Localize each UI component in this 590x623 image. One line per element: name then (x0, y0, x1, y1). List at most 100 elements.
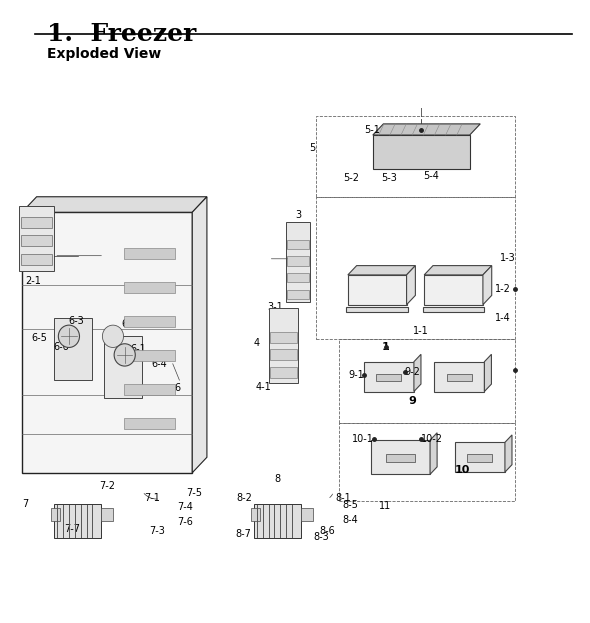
Text: 10: 10 (455, 465, 470, 475)
Bar (124, 384, 175, 395)
Text: 5-1: 5-1 (363, 125, 379, 135)
Bar (287, 240, 309, 249)
Text: Exploded View: Exploded View (47, 47, 162, 60)
Bar (339, 423, 515, 501)
Text: 7-5: 7-5 (186, 488, 202, 498)
Text: 4-1: 4-1 (255, 382, 271, 392)
Text: 5-2: 5-2 (343, 173, 359, 183)
Bar (339, 340, 515, 423)
Polygon shape (348, 265, 415, 275)
Polygon shape (22, 197, 207, 212)
Text: 7-7: 7-7 (64, 523, 80, 534)
Bar (251, 508, 260, 520)
Polygon shape (407, 265, 415, 305)
Text: 5-4: 5-4 (423, 171, 439, 181)
Bar (422, 308, 484, 312)
Polygon shape (484, 354, 491, 391)
Text: 6: 6 (175, 383, 181, 393)
Bar (21, 235, 53, 246)
Text: 2-1: 2-1 (26, 275, 42, 285)
Bar (287, 290, 309, 299)
Text: 1-2: 1-2 (494, 284, 510, 294)
Polygon shape (483, 265, 491, 305)
Polygon shape (373, 124, 480, 135)
Bar (21, 254, 53, 265)
Bar (124, 247, 175, 259)
Text: 7-2: 7-2 (99, 482, 114, 492)
Bar (364, 362, 414, 391)
Text: 6-4: 6-4 (152, 359, 168, 369)
Text: 3: 3 (295, 211, 301, 221)
Bar (101, 508, 113, 520)
Bar (54, 318, 93, 380)
Bar (270, 367, 297, 378)
Text: 8-7: 8-7 (235, 529, 251, 539)
Text: 3-1: 3-1 (267, 302, 283, 312)
Text: 4: 4 (254, 338, 260, 348)
Bar (124, 282, 175, 293)
Bar (54, 504, 101, 538)
Bar (51, 508, 60, 520)
Bar (254, 504, 301, 538)
Bar (447, 374, 472, 381)
Bar (287, 273, 309, 282)
Bar (424, 275, 483, 305)
Text: 8-6: 8-6 (319, 526, 335, 536)
Text: 6-2: 6-2 (122, 319, 137, 329)
Text: 7-6: 7-6 (178, 518, 194, 528)
Circle shape (114, 344, 135, 366)
Text: 6-6: 6-6 (53, 342, 69, 352)
Polygon shape (192, 197, 207, 473)
Text: 8-3: 8-3 (313, 532, 329, 542)
Bar (286, 222, 310, 302)
Bar (21, 217, 53, 228)
Text: 10-2: 10-2 (421, 434, 443, 444)
Bar (434, 362, 484, 391)
Bar (268, 308, 298, 383)
Circle shape (58, 325, 80, 348)
Text: |: | (420, 108, 422, 117)
Bar (124, 350, 175, 361)
Bar (287, 256, 309, 265)
Bar (455, 442, 505, 472)
Text: 11: 11 (379, 502, 391, 511)
Text: 7-3: 7-3 (149, 526, 165, 536)
Polygon shape (430, 433, 437, 474)
Bar (386, 454, 415, 462)
Text: 6-5: 6-5 (31, 333, 47, 343)
Text: 9-1: 9-1 (349, 371, 364, 381)
Text: 1: 1 (382, 342, 390, 352)
Text: 1.  Freezer: 1. Freezer (47, 22, 196, 46)
Text: 5: 5 (309, 143, 316, 153)
Text: 9-2: 9-2 (405, 367, 421, 377)
Bar (19, 206, 54, 271)
Text: 5-3: 5-3 (381, 173, 397, 183)
Text: 1-4: 1-4 (494, 313, 510, 323)
Bar (104, 336, 142, 398)
Bar (316, 116, 515, 197)
Text: 8: 8 (274, 474, 280, 484)
Bar (270, 332, 297, 343)
Text: 8-1: 8-1 (336, 493, 351, 503)
Polygon shape (424, 265, 491, 275)
Bar (22, 212, 192, 473)
Bar (316, 197, 515, 340)
Bar (373, 135, 470, 169)
Text: 7-4: 7-4 (178, 502, 194, 512)
Text: 2: 2 (31, 236, 37, 246)
Text: 10-1: 10-1 (352, 434, 374, 444)
Text: 7-1: 7-1 (145, 493, 160, 503)
Text: 1-1: 1-1 (414, 326, 429, 336)
Text: 6-3: 6-3 (68, 316, 84, 326)
Bar (348, 275, 407, 305)
Bar (467, 454, 493, 462)
Text: 8-4: 8-4 (342, 515, 358, 525)
Bar (270, 350, 297, 361)
Text: 8-5: 8-5 (342, 500, 358, 510)
Bar (371, 440, 430, 474)
Text: 9: 9 (408, 396, 417, 406)
Bar (124, 316, 175, 327)
Text: 1-3: 1-3 (500, 253, 515, 263)
Bar (376, 374, 401, 381)
Text: 8-2: 8-2 (237, 493, 253, 503)
